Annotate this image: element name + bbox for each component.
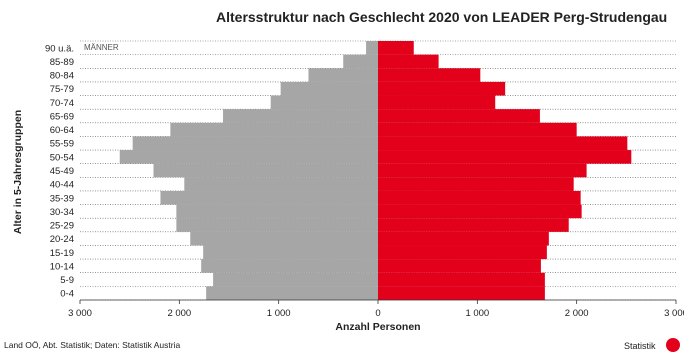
legend-men-label: MÄNNER — [84, 43, 119, 52]
bar-men-0-4 — [206, 286, 378, 300]
bar-women-20-24 — [378, 231, 549, 246]
bar-men-45-49 — [153, 163, 378, 178]
y-tick-label: 75-79 — [50, 84, 74, 95]
bar-men-65-69 — [223, 109, 378, 123]
bar-women-30-34 — [378, 204, 582, 219]
legend-women-label: FRAUEN — [579, 43, 612, 52]
bar-men-90 u.ä. — [366, 41, 378, 55]
bar-men-40-44 — [184, 177, 378, 191]
bar-women-90 u.ä. — [378, 41, 414, 55]
y-tick-label: 85-89 — [50, 57, 74, 68]
x-axis-label: Anzahl Personen — [335, 321, 420, 333]
x-tick-label: 2 000 — [167, 308, 191, 319]
x-tick-label: 0 — [375, 308, 380, 319]
y-tick-label: 50-54 — [50, 152, 74, 163]
y-tick-label: 20-24 — [50, 234, 74, 245]
bar-women-40-44 — [378, 177, 574, 191]
y-tick-label: 60-64 — [50, 125, 74, 136]
bar-men-75-79 — [280, 81, 378, 96]
bar-men-15-19 — [203, 245, 378, 260]
y-tick-label: 65-69 — [50, 111, 74, 122]
y-tick-label: 55-59 — [50, 139, 74, 150]
bar-men-5-9 — [213, 272, 378, 287]
bar-men-50-54 — [119, 150, 378, 164]
bar-men-70-74 — [270, 95, 378, 110]
y-tick-label: 25-29 — [50, 221, 74, 232]
bar-women-0-4 — [378, 286, 545, 300]
bar-women-10-14 — [378, 259, 541, 273]
y-tick-label: 45-49 — [50, 166, 74, 177]
statistik-logo-icon — [666, 338, 680, 352]
bar-women-45-49 — [378, 163, 587, 178]
bar-women-35-39 — [378, 190, 581, 205]
x-tick-label: 1 000 — [267, 308, 291, 319]
y-tick-label: 90 u.ä. — [45, 43, 74, 54]
statistik-logo-text: Statistik — [624, 341, 656, 351]
bar-women-85-89 — [378, 54, 439, 69]
y-tick-label: 35-39 — [50, 193, 74, 204]
bar-women-55-59 — [378, 136, 628, 151]
x-tick-label: 2 000 — [565, 308, 589, 319]
y-tick-label: 10-14 — [50, 261, 74, 272]
y-tick-label: 30-34 — [50, 207, 74, 218]
bar-men-55-59 — [132, 136, 378, 151]
y-tick-label: 80-84 — [50, 71, 74, 82]
bar-men-35-39 — [160, 190, 378, 205]
bar-men-20-24 — [190, 231, 378, 246]
y-tick-label: 70-74 — [50, 98, 74, 109]
y-tick-label: 40-44 — [50, 180, 74, 191]
bar-women-65-69 — [378, 109, 540, 123]
bar-women-15-19 — [378, 245, 547, 260]
bar-women-60-64 — [378, 122, 577, 137]
bar-women-70-74 — [378, 95, 496, 110]
bar-men-10-14 — [201, 259, 378, 273]
source-footer: Land OÖ, Abt. Statistik; Daten: Statisti… — [4, 340, 181, 350]
bar-men-80-84 — [308, 68, 378, 82]
bar-men-60-64 — [170, 122, 378, 137]
y-tick-label: 5-9 — [60, 275, 74, 286]
bar-women-5-9 — [378, 272, 545, 287]
y-tick-label: 0-4 — [60, 289, 74, 300]
bar-men-85-89 — [343, 54, 378, 69]
x-tick-label: 3 000 — [664, 308, 684, 319]
bar-women-50-54 — [378, 150, 632, 164]
bar-women-80-84 — [378, 68, 481, 82]
bar-men-30-34 — [176, 204, 378, 219]
x-tick-label: 3 000 — [68, 308, 92, 319]
y-tick-label: 15-19 — [50, 248, 74, 259]
bar-women-25-29 — [378, 218, 569, 232]
y-axis-label: Alter in 5-Jahresgruppen — [12, 109, 24, 235]
bar-women-75-79 — [378, 81, 506, 96]
x-tick-label: 1 000 — [465, 308, 489, 319]
bar-men-25-29 — [176, 218, 378, 232]
